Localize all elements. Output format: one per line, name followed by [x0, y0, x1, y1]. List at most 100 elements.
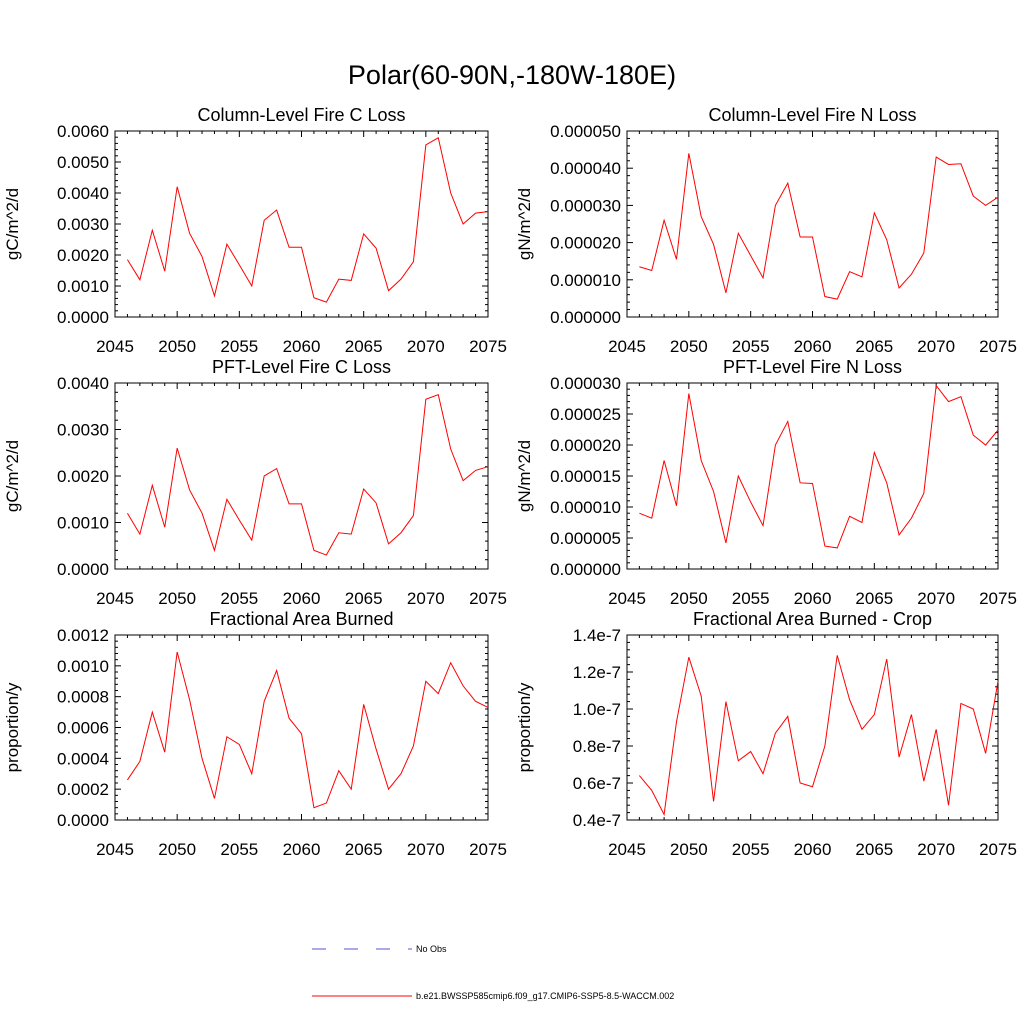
- x-tick-label: 2065: [345, 337, 383, 356]
- x-tick-label: 2070: [407, 840, 445, 859]
- y-tick-label: 0.0008: [57, 688, 109, 707]
- figure-title: Polar(60-90N,-180W-180E): [348, 60, 676, 90]
- y-tick-label: 0.000050: [550, 122, 621, 141]
- x-tick-label: 2065: [855, 337, 893, 356]
- x-tick-label: 2060: [283, 840, 321, 859]
- chart-panel-6: Fractional Area Burned - Crop proportion/…: [515, 609, 1017, 859]
- y-tick-label: 0.000020: [550, 234, 621, 253]
- y-tick-label: 0.0030: [57, 421, 109, 440]
- legend-label-no-obs: No Obs: [416, 944, 447, 954]
- series-line-1: [127, 651, 489, 809]
- panel-title: PFT-Level Fire N Loss: [723, 357, 902, 377]
- legend-label-model: b.e21.BWSSP585cmip6.f09_g17.CMIP6-SSP5-8…: [416, 991, 674, 1001]
- x-tick-label: 2055: [732, 589, 770, 608]
- y-tick-label: 0.0002: [57, 780, 109, 799]
- x-tick-label: 2045: [96, 337, 134, 356]
- x-tick-label: 2075: [979, 589, 1017, 608]
- series-line-1: [638, 655, 999, 817]
- y-tick-label: 0.0000: [57, 811, 109, 830]
- x-tick-label: 2050: [670, 589, 708, 608]
- y-tick-label: 0.0012: [57, 626, 109, 645]
- x-tick-label: 2070: [407, 589, 445, 608]
- y-tick-label: 0.0020: [57, 246, 109, 265]
- x-tick-label: 2055: [732, 840, 770, 859]
- y-tick-label: 0.0010: [57, 277, 109, 296]
- panel-title: Column-Level Fire C Loss: [197, 105, 405, 125]
- x-tick-label: 2065: [855, 840, 893, 859]
- x-tick-label: 2065: [345, 589, 383, 608]
- x-tick-label: 2055: [732, 337, 770, 356]
- y-tick-label: 0.0060: [57, 122, 109, 141]
- y-tick-label: 1.4e-7: [573, 626, 621, 645]
- y-tick-label: 0.000040: [550, 159, 621, 178]
- y-tick-label: 0.0030: [57, 215, 109, 234]
- y-tick-label: 0.000000: [550, 560, 621, 579]
- y-tick-label: 0.0010: [57, 514, 109, 533]
- plot-frame: [626, 634, 999, 821]
- x-tick-label: 2055: [220, 589, 258, 608]
- series-line-1: [127, 393, 489, 556]
- x-tick-label: 2060: [794, 840, 832, 859]
- x-tick-label: 2070: [917, 589, 955, 608]
- y-tick-label: 0.000020: [550, 436, 621, 455]
- y-tick-label: 0.0000: [57, 560, 109, 579]
- x-tick-label: 2075: [979, 337, 1017, 356]
- y-tick-label: 0.8e-7: [573, 737, 621, 756]
- y-axis-label: gC/m^2/d: [3, 188, 22, 260]
- chart-panel-3: PFT-Level Fire C Loss gC/m^2/d 2045 2050 205…: [3, 357, 507, 608]
- x-tick-label: 2070: [917, 840, 955, 859]
- plot-frame: [626, 382, 999, 570]
- y-tick-label: 0.4e-7: [573, 811, 621, 830]
- y-tick-label: 0.000015: [550, 467, 621, 486]
- x-tick-label: 2060: [283, 589, 321, 608]
- panel-title: Column-Level Fire N Loss: [708, 105, 916, 125]
- x-tick-label: 2060: [283, 337, 321, 356]
- x-tick-label: 2060: [794, 589, 832, 608]
- series-line-1: [127, 137, 489, 303]
- y-tick-label: 0.000025: [550, 405, 621, 424]
- x-tick-label: 2045: [608, 840, 646, 859]
- plot-frame: [626, 130, 999, 318]
- x-tick-label: 2045: [608, 337, 646, 356]
- panel-title: Fractional Area Burned - Crop: [693, 609, 932, 629]
- y-tick-label: 1.2e-7: [573, 663, 621, 682]
- plot-frame: [114, 382, 489, 570]
- x-tick-label: 2055: [220, 840, 258, 859]
- legend: No Obs b.e21.BWSSP585cmip6.f09_g17.CMIP6…: [312, 944, 674, 1001]
- series-line-1: [639, 384, 999, 549]
- chart-panel-4: PFT-Level Fire N Loss gN/m^2/d 2045 2050 205…: [515, 357, 1017, 608]
- x-tick-label: 2070: [917, 337, 955, 356]
- x-tick-label: 2050: [158, 840, 196, 859]
- x-tick-label: 2075: [469, 589, 507, 608]
- y-tick-label: 0.0004: [57, 749, 109, 768]
- x-tick-label: 2050: [158, 589, 196, 608]
- panel-title: Fractional Area Burned: [209, 609, 393, 629]
- x-tick-label: 2060: [794, 337, 832, 356]
- y-tick-label: 0.000030: [550, 196, 621, 215]
- x-tick-label: 2075: [469, 840, 507, 859]
- plot-frame: [114, 634, 489, 821]
- x-tick-label: 2050: [158, 337, 196, 356]
- x-tick-label: 2070: [407, 337, 445, 356]
- plot-frame: [114, 130, 489, 318]
- chart-panel-5: Fractional Area Burned proportion/y 2045 20…: [3, 609, 507, 859]
- x-tick-label: 2050: [670, 337, 708, 356]
- x-tick-label: 2045: [96, 840, 134, 859]
- y-tick-label: 0.0000: [57, 308, 109, 327]
- y-tick-label: 0.000010: [550, 271, 621, 290]
- panel-title: PFT-Level Fire C Loss: [212, 357, 391, 377]
- x-tick-label: 2045: [608, 589, 646, 608]
- y-axis-label: gN/m^2/d: [515, 188, 534, 260]
- chart-panel-1: Column-Level Fire C Loss gC/m^2/d 2045 2050…: [3, 105, 507, 356]
- x-tick-label: 2055: [220, 337, 258, 356]
- y-tick-label: 0.000005: [550, 529, 621, 548]
- x-tick-label: 2050: [670, 840, 708, 859]
- y-tick-label: 0.000000: [550, 308, 621, 327]
- y-tick-label: 0.0050: [57, 153, 109, 172]
- series-line-1: [639, 153, 999, 300]
- x-tick-label: 2065: [855, 589, 893, 608]
- y-tick-label: 0.6e-7: [573, 774, 621, 793]
- chart-panel-2: Column-Level Fire N Loss gN/m^2/d 2045 2050…: [515, 105, 1017, 356]
- y-tick-label: 0.0040: [57, 374, 109, 393]
- y-axis-label: gN/m^2/d: [515, 440, 534, 512]
